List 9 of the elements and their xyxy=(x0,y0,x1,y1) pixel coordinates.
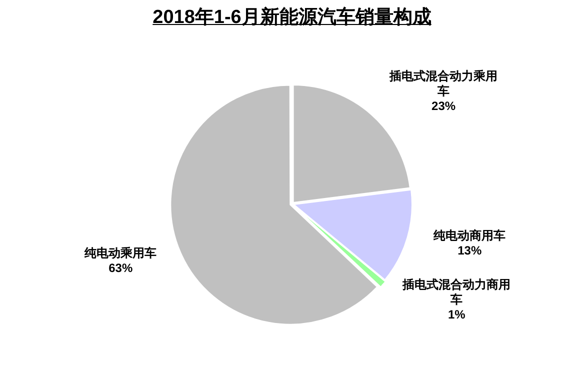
slice-label: 纯电动商用车 xyxy=(432,228,506,242)
data-label: 23% xyxy=(432,99,456,114)
data-label: 1% xyxy=(448,307,466,322)
data-label: 63% xyxy=(108,260,133,275)
chart-title: 2018年1-6月新能源汽车销量构成 xyxy=(152,6,432,30)
slice-label: 插电式混合动力商用车 xyxy=(402,277,511,306)
data-label: 13% xyxy=(458,243,482,258)
slice-label: 纯电动乘用车 xyxy=(84,246,157,260)
slice-label: 插电式混合动力乘用车 xyxy=(388,69,498,98)
